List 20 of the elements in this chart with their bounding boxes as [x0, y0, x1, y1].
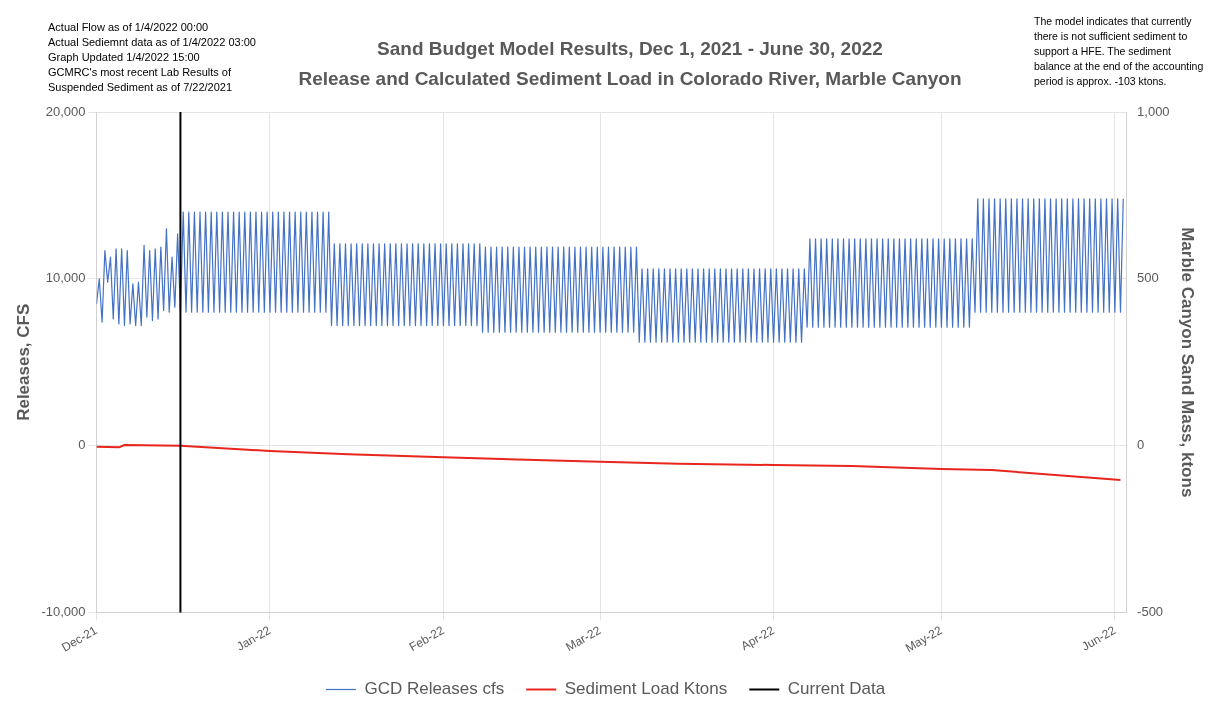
text: Actual Flow as of 1/4/2022 00:00 [48, 20, 210, 35]
y2-tick-label: 500 [1137, 270, 1159, 286]
text: GCMRC's most recent Lab Results of Suspended Sediment as of 7/22/2021 [48, 65, 234, 95]
text: The model indicates that currently there is not sufficient sediment to support a HFE. The sediment balance at the end of the accounting period is approx. -103 ktons. [1034, 14, 1205, 89]
chart-subtitle: Release and Calculated Sediment Load in Colorado River, Marble Canyon [298, 68, 962, 89]
chart-title: Sand Budget Model Results, Dec 1, 2021 - June 30, 2022 [377, 38, 883, 59]
legend-label: Sediment Load Ktons [564, 679, 728, 699]
text: Graph Updated 1/4/2022 15:00 [48, 50, 201, 65]
y2-tick-label: 0 [1137, 437, 1145, 453]
y-axis-title: Releases, CFS [13, 303, 33, 421]
legend-label: GCD Releases cfs [364, 679, 505, 699]
y-tick-label: -10,000 [41, 604, 86, 620]
text: Actual Sediemnt data as of 1/4/2022 03:00 [48, 35, 257, 50]
legend-label: Current Data [787, 679, 886, 699]
y-tick-label: 10,000 [45, 270, 86, 286]
y2-axis-title: Marble Canyon Sand Mass, ktons [1178, 227, 1198, 498]
y-tick-label: 20,000 [45, 103, 86, 119]
y2-tick-label: -500 [1137, 604, 1164, 620]
y-tick-label: 0 [78, 437, 86, 453]
y2-tick-label: 1,000 [1137, 103, 1170, 119]
